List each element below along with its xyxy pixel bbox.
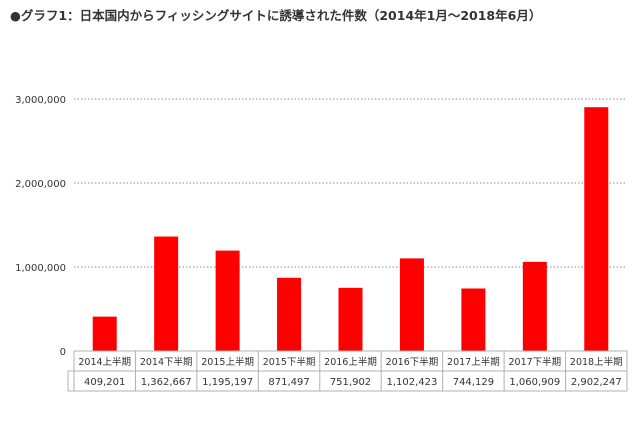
bar [338,287,363,351]
bar [522,261,547,351]
data-label: 744,129 [453,377,494,388]
data-label: 1,362,667 [141,377,192,388]
bar [92,316,117,351]
x-category-label: 2018上半期 [570,356,623,368]
data-label: 1,102,423 [386,377,437,388]
x-category-label: 2015上半期 [201,356,254,368]
x-category-label: 2016下半期 [386,356,439,368]
x-category-label: 2016上半期 [324,356,377,368]
data-label: 751,902 [330,377,371,388]
bar [461,288,486,351]
y-tick-label: 0 [60,347,66,358]
bar [399,258,424,351]
x-category-label: 2017下半期 [508,356,561,368]
y-tick-label: 3,000,000 [15,95,66,106]
data-label: 1,060,909 [509,377,560,388]
x-category-label: 2014上半期 [78,356,131,368]
y-tick-label: 1,000,000 [15,263,66,274]
chart-title: ●グラフ1：日本国内からフィッシングサイトに誘導された件数（2014年1月～20… [10,8,542,23]
bar [215,250,240,351]
x-category-label: 2015下半期 [263,356,316,368]
data-label: 2,902,247 [571,377,622,388]
bar [154,236,179,351]
data-label: 871,497 [268,377,309,388]
data-label: 1,195,197 [202,377,253,388]
x-category-label: 2017上半期 [447,356,500,368]
bar [277,277,302,351]
x-category-label: 2014下半期 [140,356,193,368]
y-tick-label: 2,000,000 [15,179,66,190]
bar [584,107,609,352]
data-label: 409,201 [84,377,125,388]
